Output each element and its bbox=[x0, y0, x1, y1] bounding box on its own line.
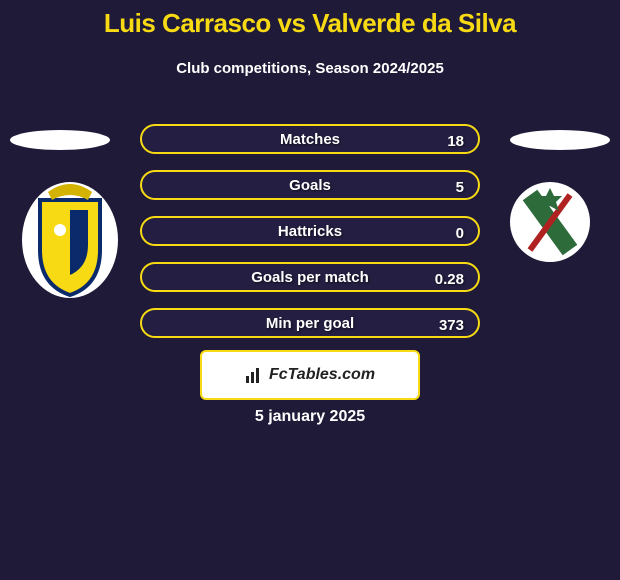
infographic-canvas: Luis Carrasco vs Valverde da Silva Club … bbox=[0, 0, 620, 580]
stat-label: Matches bbox=[280, 131, 340, 148]
date-line: 5 january 2025 bbox=[0, 408, 620, 426]
cadiz-crest-svg bbox=[20, 180, 120, 300]
stat-label: Min per goal bbox=[266, 315, 354, 332]
opponent-crest-svg bbox=[500, 180, 600, 265]
stat-label: Goals per match bbox=[251, 269, 369, 286]
opponent-crest bbox=[500, 180, 600, 265]
stat-row-gpm: Goals per match 0.28 bbox=[140, 262, 480, 292]
player-left-oval bbox=[10, 130, 110, 150]
player-right-oval bbox=[510, 130, 610, 150]
brand-box: FcTables.com bbox=[200, 350, 420, 400]
stat-row-matches: Matches 18 bbox=[140, 124, 480, 154]
brand-text: FcTables.com bbox=[269, 366, 375, 384]
stat-row-goals: Goals 5 bbox=[140, 170, 480, 200]
subtitle: Club competitions, Season 2024/2025 bbox=[0, 60, 620, 77]
stat-row-mpg: Min per goal 373 bbox=[140, 308, 480, 338]
stat-label: Hattricks bbox=[278, 223, 342, 240]
brand-logo-icon bbox=[245, 366, 263, 384]
stat-bars: Matches 18 Goals 5 Hattricks 0 Goals per… bbox=[140, 124, 480, 354]
herald-dot bbox=[54, 224, 66, 236]
page-title: Luis Carrasco vs Valverde da Silva bbox=[0, 8, 620, 39]
stat-row-hattricks: Hattricks 0 bbox=[140, 216, 480, 246]
cadiz-crest bbox=[20, 180, 120, 300]
stat-value: 0.28 bbox=[435, 264, 464, 294]
stat-value: 373 bbox=[439, 310, 464, 340]
stat-value: 5 bbox=[456, 172, 464, 202]
stat-value: 0 bbox=[456, 218, 464, 248]
stat-value: 18 bbox=[447, 126, 464, 156]
stat-label: Goals bbox=[289, 177, 331, 194]
